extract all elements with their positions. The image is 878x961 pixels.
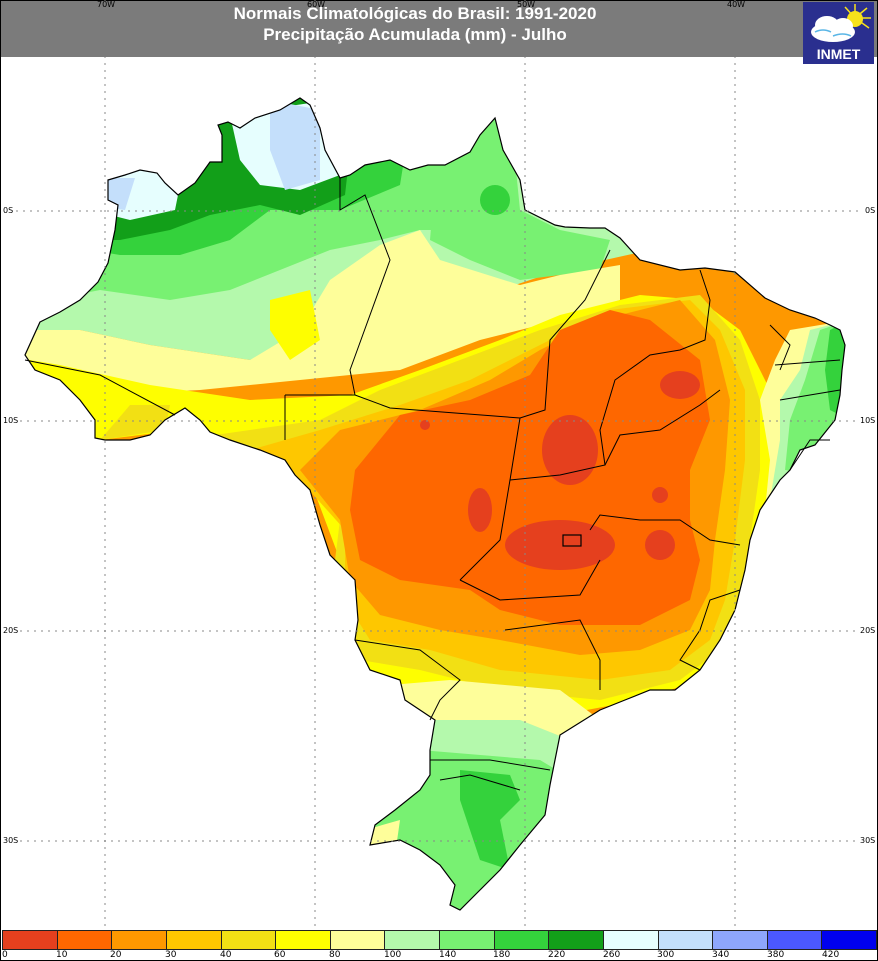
legend-swatch-60 [276,931,331,949]
legend-label: 10 [56,950,68,960]
logo-text: INMET [816,46,861,62]
legend-label: 140 [439,950,457,960]
legend-label: 420 [822,950,840,960]
lon-label-60w: 60W [307,0,326,9]
lon-label-50w: 50W [517,0,536,9]
legend-swatch-260 [603,931,659,949]
legend-label: 20 [110,950,122,960]
legend-swatch-0 [3,931,58,949]
inmet-logo: INMET [803,2,874,64]
lat-label-left-30s: 30S [3,836,19,845]
legend-swatch-380 [767,931,823,949]
legend-labels: 0 10 20 30 40 60 80 100 140 180 220 260 … [0,950,878,961]
legend-swatch-30 [166,931,222,949]
legend-swatch-220 [549,931,604,949]
legend-swatch-340 [713,931,768,949]
legend-label: 0 [2,950,8,960]
legend-swatch-40 [221,931,277,949]
federal-district-outline [562,534,582,547]
lat-label-right-20s: 20S [860,626,876,635]
legend-swatch-10 [57,931,113,949]
legend-label: 220 [548,950,566,960]
legend-label: 380 [767,950,785,960]
map-title: Normais Climatológicas do Brasil: 1991-2… [233,4,597,23]
legend-label: 30 [165,950,177,960]
legend-swatch-180 [494,931,550,949]
legend-label: 180 [493,950,511,960]
legend-swatch-20 [112,931,167,949]
legend-label: 60 [274,950,286,960]
lon-label-40w: 40W [727,0,746,9]
lat-label-left-0s: 0S [3,206,14,215]
lat-label-left-10s: 10S [3,416,19,425]
map-subtitle: Precipitação Acumulada (mm) - Julho [263,25,567,44]
legend-swatch-420 [822,931,876,949]
legend-swatch-80 [330,931,386,949]
legend-label: 340 [712,950,730,960]
sun-cloud-icon [811,4,871,42]
legend-swatch-300 [658,931,714,949]
legend-swatch-140 [440,931,495,949]
legend-swatch-100 [385,931,440,949]
lon-label-70w: 70W [97,0,116,9]
lat-label-right-30s: 30S [860,836,876,845]
legend-label: 40 [220,950,232,960]
title-bar [1,1,877,57]
legend-label: 80 [329,950,341,960]
color-legend [2,930,877,950]
legend-label: 100 [384,950,402,960]
lat-label-right-10s: 10S [860,416,876,425]
legend-label: 300 [657,950,675,960]
legend-label: 260 [603,950,621,960]
lat-label-left-20s: 20S [3,626,19,635]
lat-label-right-0s: 0S [865,206,876,215]
